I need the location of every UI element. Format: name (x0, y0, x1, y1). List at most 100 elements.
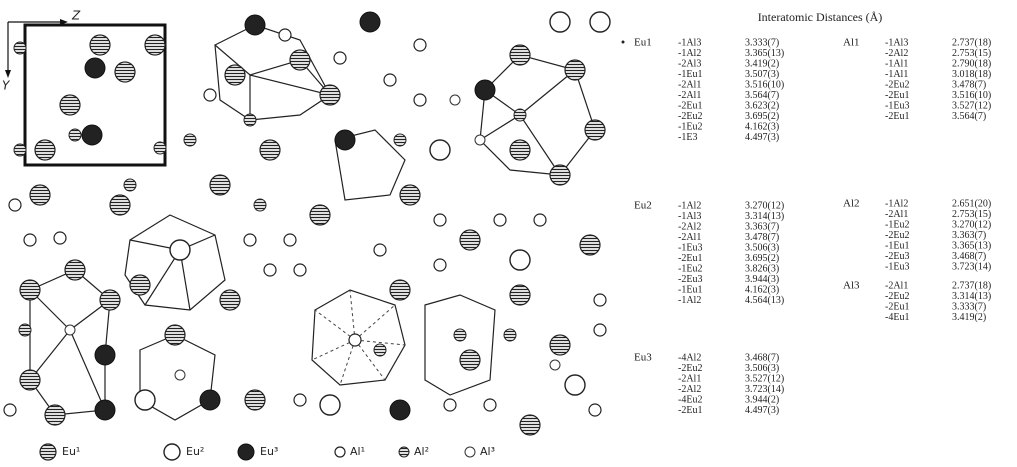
polyhedron (424, 294, 496, 396)
neighbor: -4Eu1 (885, 312, 909, 323)
distance: 3.695(2) (745, 253, 779, 264)
atom-eu1 (399, 184, 421, 206)
atom-al1 (413, 38, 427, 52)
neighbor: -1Eu2 (678, 121, 702, 132)
atom-label: Al1 (843, 37, 860, 49)
atom-al1 (533, 213, 547, 227)
polyhedron (124, 214, 226, 311)
bullet (621, 40, 625, 44)
z-axis-label: Z (71, 9, 81, 23)
atom-al1 (293, 393, 307, 407)
atom-eu1 (509, 284, 531, 306)
distance: 3.564(7) (952, 111, 986, 122)
neighbor: -1Eu1 (885, 240, 909, 251)
atom-al1 (443, 398, 457, 412)
neighbor: -1Al1 (885, 58, 908, 69)
atom-eu1 (44, 404, 66, 426)
atom-al2 (183, 133, 197, 147)
neighbor: -2Eu1 (678, 100, 702, 111)
distance: 3.944(3) (745, 274, 779, 285)
atom-al2 (18, 323, 32, 337)
legend-label: Al¹ (350, 445, 365, 458)
atom-label: Eu3 (634, 352, 652, 364)
atom-eu1 (459, 349, 481, 371)
atom-eu3 (94, 344, 116, 366)
atom-eu1 (289, 49, 311, 71)
distance: 3.516(10) (952, 90, 991, 101)
neighbor: -4Eu2 (678, 394, 702, 405)
atom-label: Eu2 (634, 200, 652, 212)
atom-eu1 (549, 164, 571, 186)
neighbor: -2Al3 (678, 58, 701, 69)
atom-al1 (593, 293, 607, 307)
atom-eu2 (509, 249, 531, 271)
neighbor: -1Eu2 (678, 263, 702, 274)
neighbor: -2Eu2 (885, 230, 909, 241)
atom-eu3 (84, 57, 106, 79)
legend-label: Al² (414, 445, 429, 458)
legend-symbol (163, 443, 181, 461)
neighbor: -2Al1 (885, 280, 908, 291)
atom-al1 (278, 28, 292, 42)
unit-cell (23, 23, 167, 167)
distance: 4.162(3) (745, 284, 779, 295)
neighbor: -2Eu2 (678, 363, 702, 374)
atom-eu3 (389, 399, 411, 421)
neighbor: -1Eu1 (678, 284, 702, 295)
distance: 2.651(20) (952, 198, 991, 209)
atom-eu1 (509, 139, 531, 161)
distance: 3.478(7) (745, 232, 779, 243)
distance: 2.737(18) (952, 37, 991, 48)
neighbor: -1Al3 (885, 37, 908, 48)
atom-eu1 (564, 59, 586, 81)
atom-al1 (588, 403, 602, 417)
distance: 3.623(2) (745, 100, 779, 111)
neighbor: -1Al2 (678, 48, 701, 59)
atom-eu1 (209, 174, 231, 196)
atom-al1 (263, 263, 277, 277)
atom-eu1 (59, 94, 81, 116)
atom-eu3 (474, 79, 496, 101)
neighbor: -1Al2 (678, 295, 701, 306)
neighbor: -2Al2 (885, 48, 908, 59)
atom-eu3 (244, 14, 266, 36)
atom-al2 (373, 343, 387, 357)
atom-eu3 (359, 11, 381, 33)
atom-al2 (453, 328, 467, 342)
neighbor: -2Al1 (678, 90, 701, 101)
legend-symbol (237, 443, 255, 461)
atom-al3 (174, 369, 186, 381)
atom-eu1 (549, 334, 571, 356)
neighbor: -1Eu2 (885, 219, 909, 230)
atom-eu1 (89, 34, 111, 56)
atom-al2 (13, 143, 27, 157)
legend: Eu¹ Eu² Eu³ Al¹ Al² Al³ (39, 443, 495, 461)
atom-eu1 (259, 139, 281, 161)
neighbor: -2Al1 (885, 209, 908, 220)
atom-eu3 (94, 399, 116, 421)
atom-al1 (383, 73, 397, 87)
distance: 3.363(7) (745, 221, 779, 232)
neighbor: -2Eu1 (885, 301, 909, 312)
atom-eu1 (509, 44, 531, 66)
atom-label: Al3 (843, 280, 860, 292)
y-axis-label: Y (2, 79, 11, 93)
atom-al1 (8, 198, 22, 212)
distance: 4.497(3) (745, 132, 779, 143)
atom-eu1 (459, 229, 481, 251)
atom-eu1 (584, 119, 606, 141)
neighbor: -2Al2 (678, 384, 701, 395)
atom-eu3 (81, 124, 103, 146)
atom-eu1 (244, 389, 266, 411)
neighbor: -2Al1 (678, 232, 701, 243)
atom-al2 (243, 113, 257, 127)
distance: 3.944(2) (745, 394, 779, 405)
neighbor: -2Al1 (678, 373, 701, 384)
neighbor: -4Al2 (678, 352, 701, 363)
atom-eu1 (219, 289, 241, 311)
distance: 2.753(15) (952, 209, 991, 220)
distance: 4.564(13) (745, 295, 784, 306)
neighbor: -2Al2 (678, 221, 701, 232)
neighbor: -2Eu3 (885, 251, 909, 262)
